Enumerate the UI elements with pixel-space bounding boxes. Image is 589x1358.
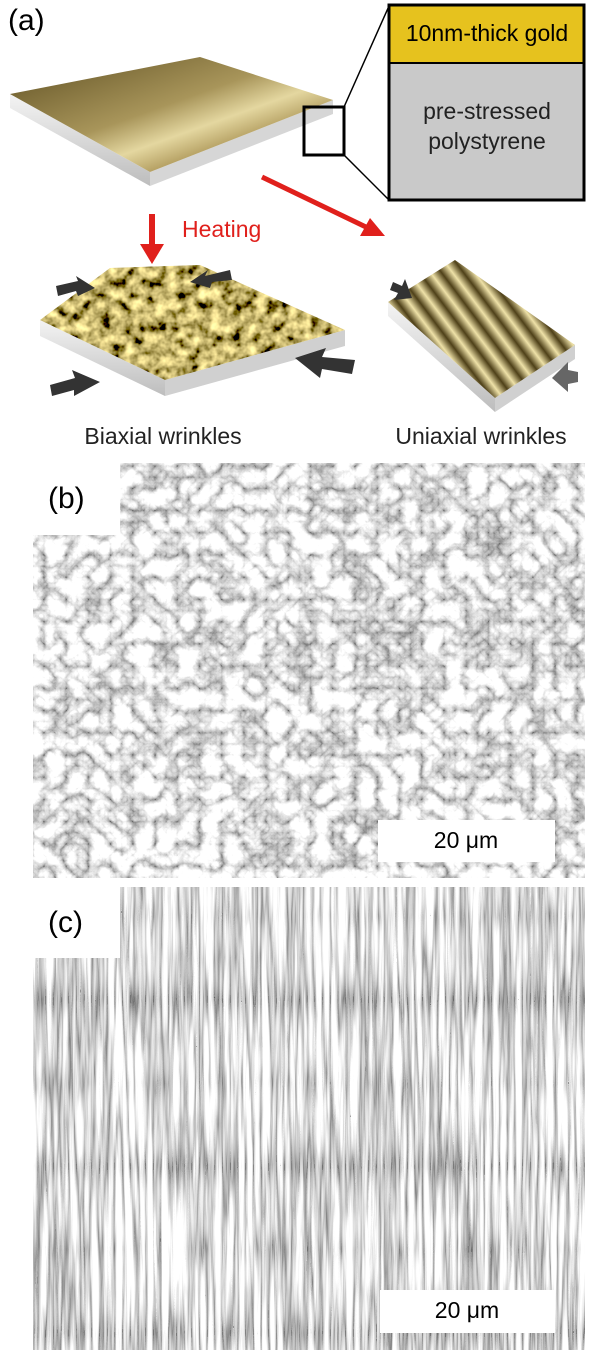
result-label: Uniaxial wrinkles bbox=[395, 423, 566, 449]
scale-label: 20 μm bbox=[435, 1297, 499, 1323]
layer-label: 10nm-thick gold bbox=[406, 20, 568, 46]
arrowhead bbox=[140, 244, 164, 264]
result-label: Biaxial wrinkles bbox=[84, 423, 241, 449]
gold-slab bbox=[10, 57, 333, 172]
figure: (a) 10nm-thick gold pre-stressed polysty… bbox=[0, 0, 589, 1353]
process-label: Heating bbox=[182, 216, 261, 242]
panel-label: (a) bbox=[8, 4, 45, 37]
arrow bbox=[262, 177, 368, 228]
compression-arrow bbox=[50, 370, 100, 396]
panel-label: (b) bbox=[48, 482, 85, 515]
compression-arrow bbox=[390, 279, 412, 300]
page: (a) 10nm-thick gold pre-stressed polysty… bbox=[0, 0, 589, 1353]
scale-label: 20 μm bbox=[434, 827, 498, 853]
layer-label: pre-stressed bbox=[423, 98, 551, 124]
panel-label: (c) bbox=[48, 906, 83, 939]
zoom-line bbox=[344, 6, 389, 107]
layer-label: polystyrene bbox=[428, 128, 546, 154]
zoom-line bbox=[344, 155, 389, 200]
